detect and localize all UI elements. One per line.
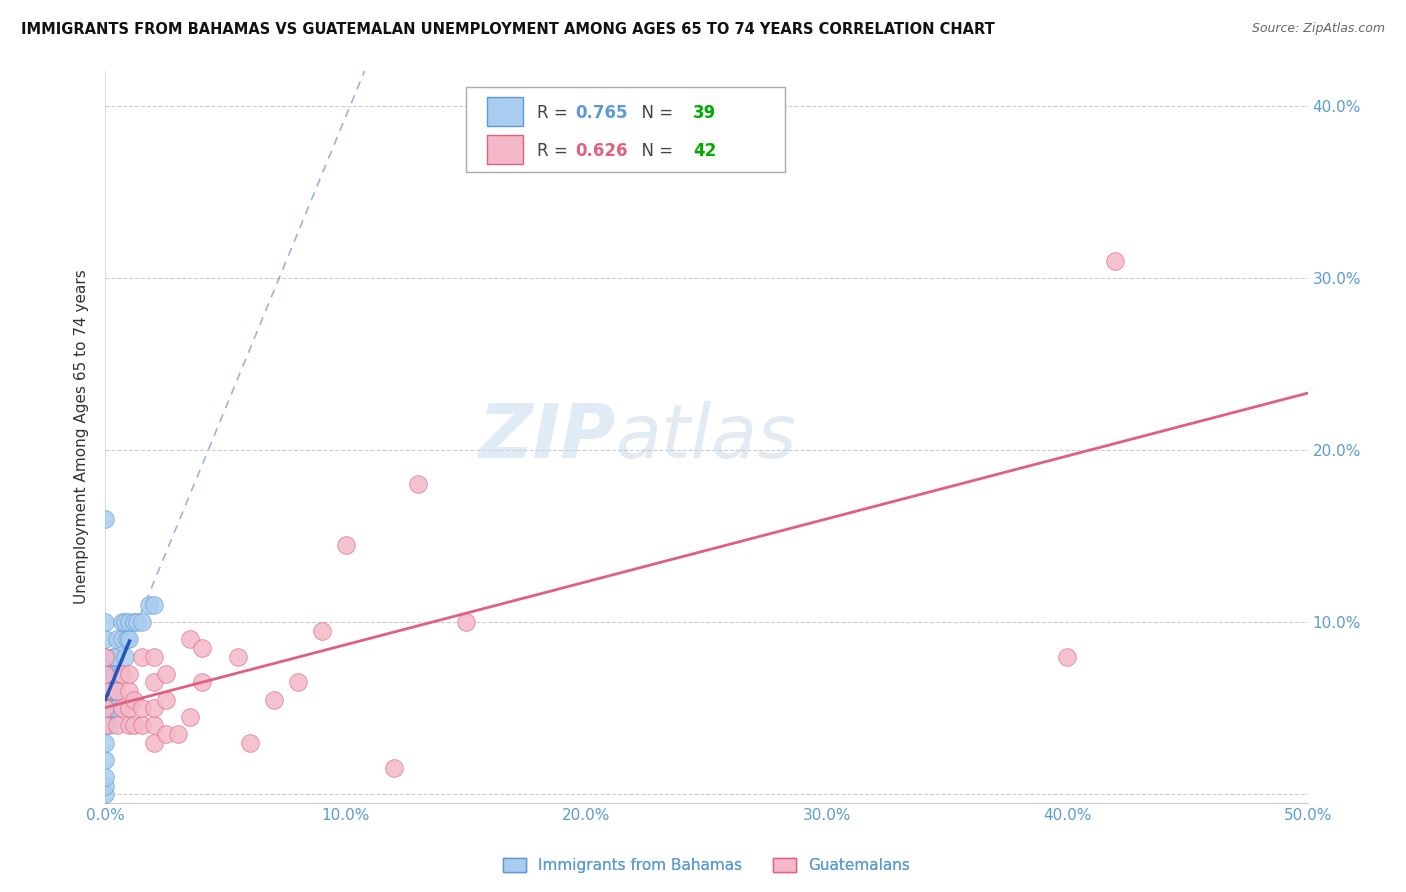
Point <box>190 640 212 655</box>
Point <box>138 598 160 612</box>
Point <box>142 701 165 715</box>
Point <box>335 538 357 552</box>
Point <box>118 701 141 715</box>
Point <box>115 632 138 647</box>
Point <box>190 675 212 690</box>
Point <box>1104 253 1126 268</box>
Point <box>94 701 117 715</box>
Point <box>239 735 262 749</box>
Point <box>111 666 134 681</box>
Text: N =: N = <box>631 103 678 121</box>
Text: 39: 39 <box>693 103 717 121</box>
Point <box>104 666 127 681</box>
Point <box>94 701 117 715</box>
Point <box>111 615 134 629</box>
Point <box>1056 649 1078 664</box>
Text: R =: R = <box>537 103 574 121</box>
Point <box>94 779 117 793</box>
Point <box>98 701 121 715</box>
Point <box>94 632 117 647</box>
Point <box>94 649 117 664</box>
Y-axis label: Unemployment Among Ages 65 to 74 years: Unemployment Among Ages 65 to 74 years <box>75 269 90 605</box>
Point <box>94 735 117 749</box>
Point <box>124 718 146 732</box>
Point <box>226 649 249 664</box>
Text: 0.626: 0.626 <box>575 142 628 160</box>
Point <box>104 684 127 698</box>
Point <box>287 675 309 690</box>
Point <box>406 477 429 491</box>
Point <box>94 666 117 681</box>
Point <box>131 718 153 732</box>
Point <box>94 718 117 732</box>
Point <box>179 632 201 647</box>
Point <box>142 598 165 612</box>
Point <box>142 735 165 749</box>
Point <box>98 718 121 732</box>
Point <box>94 770 117 784</box>
Point <box>114 649 136 664</box>
Point <box>142 675 165 690</box>
Point <box>131 615 153 629</box>
Point <box>124 615 146 629</box>
Point <box>107 701 129 715</box>
Point <box>125 615 148 629</box>
Point <box>454 615 477 629</box>
Text: N =: N = <box>631 142 678 160</box>
Text: 0.765: 0.765 <box>575 103 628 121</box>
Point <box>142 718 165 732</box>
Bar <box>486 135 523 164</box>
Point <box>118 684 141 698</box>
Point <box>382 761 405 775</box>
Point <box>155 666 177 681</box>
Point <box>131 701 153 715</box>
Text: R =: R = <box>537 142 574 160</box>
Point <box>98 684 121 698</box>
Text: 42: 42 <box>693 142 717 160</box>
Point <box>101 684 124 698</box>
Point <box>108 666 131 681</box>
Point <box>311 624 333 638</box>
Point <box>263 692 285 706</box>
Point <box>94 615 117 629</box>
Point <box>111 701 134 715</box>
Point <box>94 649 117 664</box>
Point <box>94 684 117 698</box>
Point <box>94 753 117 767</box>
Point <box>94 512 117 526</box>
Point <box>118 615 141 629</box>
Text: IMMIGRANTS FROM BAHAMAS VS GUATEMALAN UNEMPLOYMENT AMONG AGES 65 TO 74 YEARS COR: IMMIGRANTS FROM BAHAMAS VS GUATEMALAN UN… <box>21 22 995 37</box>
Point <box>107 666 129 681</box>
Point <box>94 787 117 801</box>
Text: Source: ZipAtlas.com: Source: ZipAtlas.com <box>1251 22 1385 36</box>
Point <box>107 718 129 732</box>
Point <box>131 649 153 664</box>
Point <box>101 666 124 681</box>
Point <box>155 692 177 706</box>
Text: ZIP: ZIP <box>479 401 616 474</box>
Point <box>101 701 124 715</box>
Point <box>94 684 117 698</box>
Point <box>118 666 141 681</box>
Point <box>94 666 117 681</box>
Point <box>101 649 124 664</box>
Point <box>114 615 136 629</box>
Point <box>142 649 165 664</box>
Point <box>107 684 129 698</box>
Point <box>118 632 141 647</box>
Point <box>155 727 177 741</box>
Point <box>111 632 134 647</box>
Point <box>124 692 146 706</box>
Bar <box>486 96 523 126</box>
Point <box>104 649 127 664</box>
Point <box>94 718 117 732</box>
Point <box>118 718 141 732</box>
Text: atlas: atlas <box>616 401 797 473</box>
Point <box>107 632 129 647</box>
Legend: Immigrants from Bahamas, Guatemalans: Immigrants from Bahamas, Guatemalans <box>496 852 917 880</box>
FancyBboxPatch shape <box>465 87 785 171</box>
Point <box>179 710 201 724</box>
Point <box>166 727 188 741</box>
